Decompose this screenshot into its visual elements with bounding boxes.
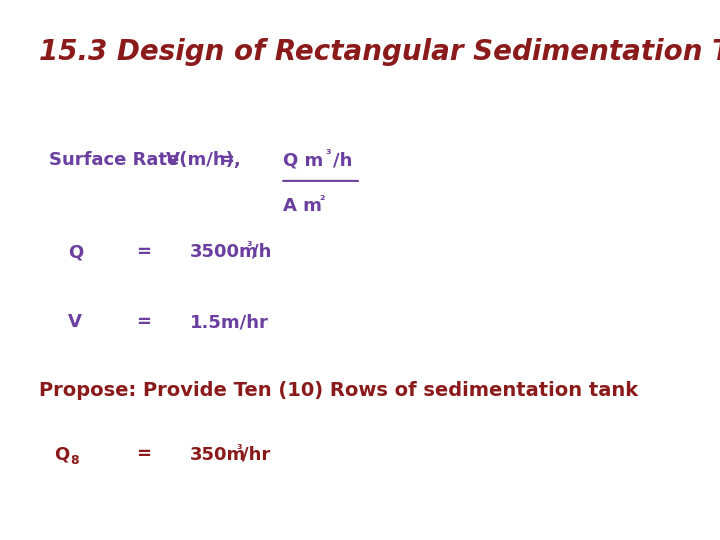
Text: V: V: [68, 313, 82, 331]
Text: Q m: Q m: [283, 151, 323, 169]
Text: =: =: [137, 243, 151, 261]
Text: /h: /h: [251, 243, 271, 261]
Text: Surface Rate(m/h),: Surface Rate(m/h),: [49, 151, 240, 169]
Text: V: V: [166, 151, 180, 169]
Text: /hr: /hr: [243, 446, 271, 463]
Text: ³: ³: [246, 240, 252, 253]
Text: 350m: 350m: [190, 446, 246, 463]
Text: Propose: Provide Ten (10) Rows of sedimentation tank: Propose: Provide Ten (10) Rows of sedime…: [39, 381, 638, 400]
Text: ²: ²: [320, 194, 325, 207]
Text: Q: Q: [53, 446, 69, 463]
Text: /h: /h: [333, 151, 352, 169]
Text: 8: 8: [71, 454, 79, 467]
Text: =: =: [220, 151, 235, 169]
Text: 15.3 Design of Rectangular Sedimentation Tank: 15.3 Design of Rectangular Sedimentation…: [39, 38, 720, 66]
Text: ³: ³: [236, 443, 242, 456]
Text: 1.5m/hr: 1.5m/hr: [190, 313, 269, 331]
Text: ³: ³: [325, 148, 331, 161]
Text: A m: A m: [283, 197, 322, 215]
Text: =: =: [137, 313, 151, 331]
Text: =: =: [137, 446, 151, 463]
Text: Q: Q: [68, 243, 84, 261]
Text: 3500m: 3500m: [190, 243, 259, 261]
